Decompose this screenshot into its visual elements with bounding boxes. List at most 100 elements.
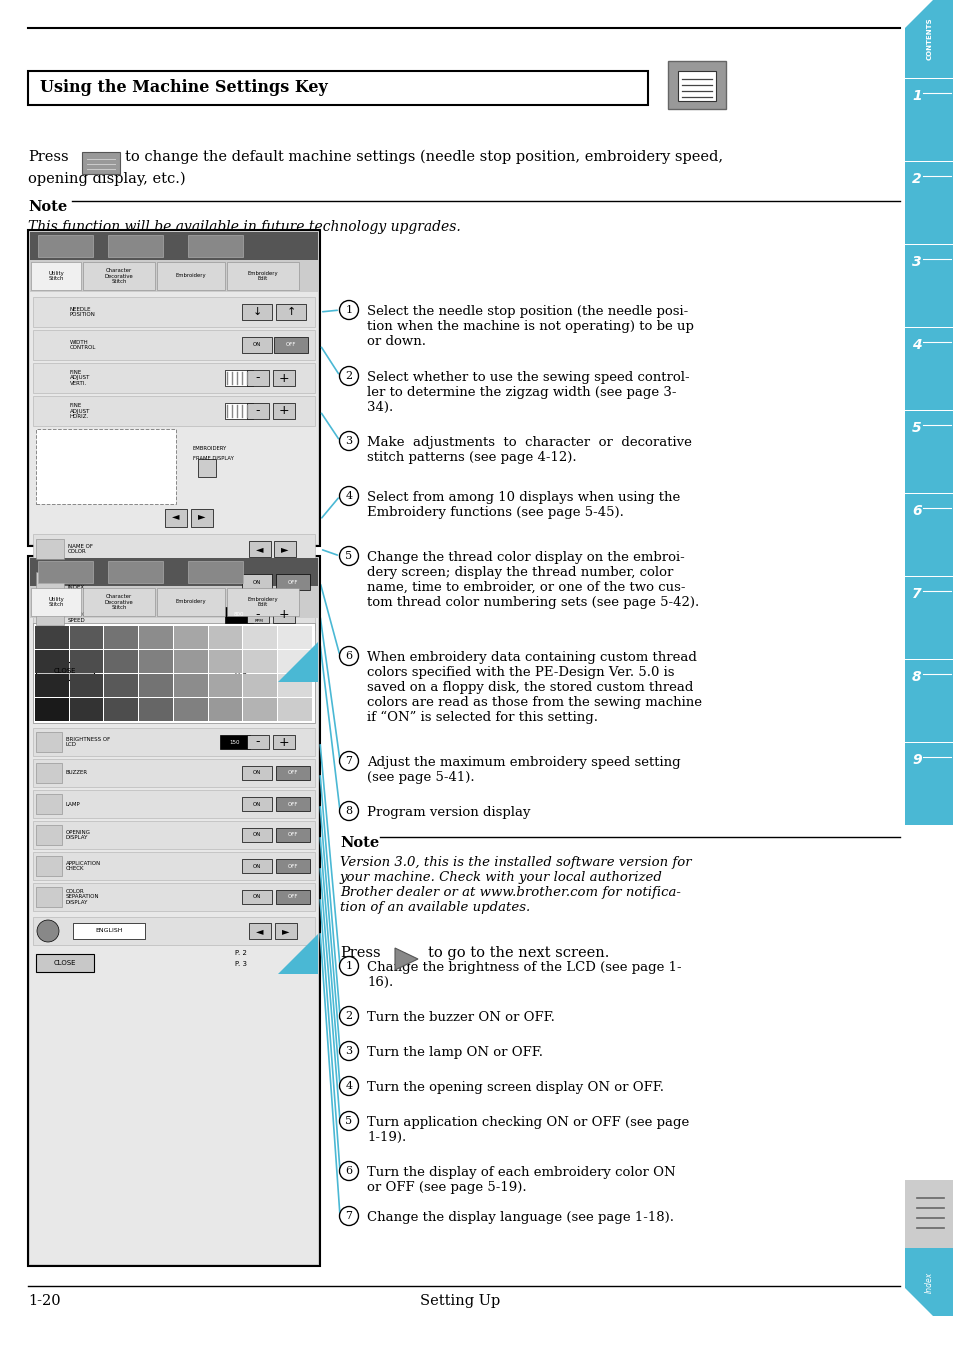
Text: 3.00: 3.00 <box>246 638 265 647</box>
Text: FINE
ADJUST
VERTI.: FINE ADJUST VERTI. <box>70 370 91 386</box>
Text: 3: 3 <box>911 254 921 269</box>
Text: -: - <box>255 371 260 385</box>
Bar <box>243 674 277 697</box>
Bar <box>275 304 306 320</box>
Text: CLOSE: CLOSE <box>53 668 76 674</box>
Text: Change the thread color display on the embroi-
dery screen; display the thread n: Change the thread color display on the e… <box>367 551 699 608</box>
Circle shape <box>339 751 358 770</box>
Text: 6: 6 <box>345 651 353 661</box>
Text: 4: 4 <box>345 491 353 501</box>
Bar <box>275 828 310 843</box>
Bar <box>275 797 310 812</box>
Text: ENGLISH: ENGLISH <box>95 929 123 934</box>
Bar <box>33 567 314 598</box>
Text: 7: 7 <box>345 1211 352 1221</box>
Bar <box>33 790 314 818</box>
Text: -: - <box>255 608 260 622</box>
Bar <box>904 162 953 244</box>
Bar <box>249 541 271 557</box>
Bar <box>33 396 314 425</box>
Text: Character
Decorative
Stitch: Character Decorative Stitch <box>105 268 133 284</box>
Text: Character
Decorative
Stitch: Character Decorative Stitch <box>105 594 133 610</box>
Text: COLOR
SEPARATION
DISPLAY: COLOR SEPARATION DISPLAY <box>66 888 99 906</box>
Text: ↓: ↓ <box>252 307 261 318</box>
Bar <box>38 561 92 583</box>
Text: P. 3: P. 3 <box>234 961 247 966</box>
Text: Note: Note <box>28 201 67 214</box>
Circle shape <box>339 432 358 451</box>
Text: FRAME DISPLAY: FRAME DISPLAY <box>193 456 233 460</box>
Bar <box>108 561 163 583</box>
Bar <box>904 1180 953 1248</box>
Bar <box>904 245 953 327</box>
Polygon shape <box>395 948 417 970</box>
Bar <box>904 577 953 660</box>
Text: 8: 8 <box>345 806 353 816</box>
Bar <box>30 260 317 292</box>
Bar <box>33 728 314 756</box>
Text: 1: 1 <box>345 306 353 315</box>
Bar <box>28 556 319 1267</box>
Text: ON: ON <box>253 342 261 347</box>
Circle shape <box>339 300 358 319</box>
Text: Embroidery
Edit: Embroidery Edit <box>248 271 278 281</box>
Text: +: + <box>278 735 289 748</box>
Text: ON: ON <box>253 801 261 806</box>
Bar <box>38 236 92 257</box>
Text: Note: Note <box>339 836 379 851</box>
Polygon shape <box>277 934 317 975</box>
Bar <box>904 660 953 742</box>
Bar <box>904 411 953 493</box>
Bar <box>242 573 272 590</box>
Bar <box>188 236 243 257</box>
Text: ON: ON <box>253 770 261 775</box>
Text: This function will be available in future technology upgrades.: This function will be available in futur… <box>28 219 460 234</box>
Bar <box>275 766 310 779</box>
Bar <box>33 534 314 564</box>
Bar <box>36 887 62 907</box>
Text: BUZZER: BUZZER <box>66 770 88 775</box>
Text: ►: ► <box>282 926 290 935</box>
Text: Turn application checking ON or OFF (see page
1-19).: Turn application checking ON or OFF (see… <box>367 1116 688 1144</box>
Text: Setting Up: Setting Up <box>419 1294 499 1308</box>
Bar <box>108 236 163 257</box>
Text: opening display, etc.): opening display, etc.) <box>28 172 186 186</box>
Bar <box>30 292 317 544</box>
Text: RPM: RPM <box>254 619 264 623</box>
Polygon shape <box>904 0 932 28</box>
Bar <box>247 607 269 623</box>
Bar <box>904 743 953 825</box>
Text: Adjust the maximum embroidery speed setting
(see page 5-41).: Adjust the maximum embroidery speed sett… <box>367 756 679 783</box>
Text: ↑: ↑ <box>286 307 295 318</box>
Bar <box>209 650 242 673</box>
Text: 1-20: 1-20 <box>28 1294 61 1308</box>
Text: 5: 5 <box>345 1116 353 1127</box>
Text: OFF: OFF <box>288 801 298 806</box>
Text: Utility
Stitch: Utility Stitch <box>48 596 64 607</box>
Bar <box>173 699 208 721</box>
Bar <box>33 821 314 849</box>
Bar <box>667 61 725 109</box>
Bar <box>247 735 269 748</box>
Text: 5: 5 <box>911 421 921 435</box>
Bar <box>209 674 242 697</box>
Bar <box>904 494 953 576</box>
Text: OFF: OFF <box>288 895 298 899</box>
Text: Turn the lamp ON or OFF.: Turn the lamp ON or OFF. <box>367 1046 542 1059</box>
Text: CLOSE: CLOSE <box>53 960 76 966</box>
Bar <box>188 561 243 583</box>
Text: FINE
ADJUST
HORIZ.: FINE ADJUST HORIZ. <box>70 402 91 420</box>
Circle shape <box>37 921 59 942</box>
Text: 800: 800 <box>233 612 244 618</box>
Bar <box>35 650 69 673</box>
Text: OFF: OFF <box>288 864 298 868</box>
Bar <box>35 699 69 721</box>
Bar <box>243 626 277 649</box>
Text: -: - <box>255 405 260 417</box>
Text: Index: Index <box>924 1272 933 1292</box>
Text: 150: 150 <box>230 739 240 744</box>
Bar <box>33 852 314 880</box>
Bar <box>36 794 62 814</box>
Text: ►: ► <box>281 544 289 555</box>
Text: Utility
Stitch: Utility Stitch <box>48 271 64 281</box>
